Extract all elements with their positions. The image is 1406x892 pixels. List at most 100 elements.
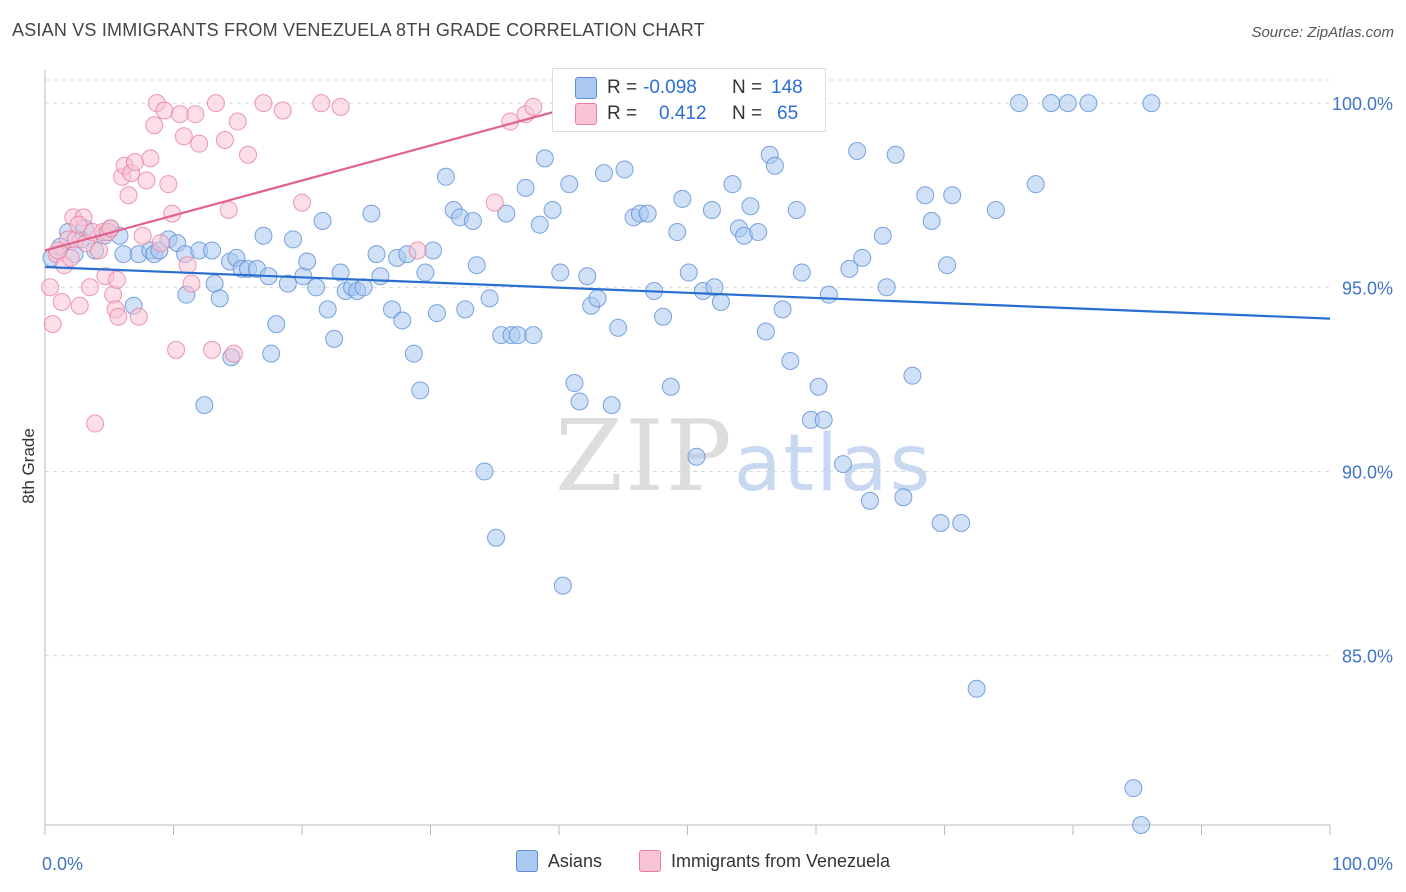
asians-point <box>367 245 386 264</box>
asians-point <box>833 455 852 474</box>
asians-point <box>860 491 879 510</box>
asians-point <box>749 223 768 242</box>
asians-point <box>516 178 535 197</box>
asians-point <box>702 200 721 219</box>
n-value: 148 <box>771 77 803 98</box>
asians-point <box>497 204 516 223</box>
venezuela-point <box>43 315 62 334</box>
asians-point <box>114 245 133 264</box>
asians-point <box>463 212 482 230</box>
venezuela-point <box>167 340 186 359</box>
venezuela-point <box>228 112 247 131</box>
asians-trend-line <box>44 265 1331 320</box>
series-venezuela <box>41 94 543 433</box>
x-tick-label: 100.0% <box>1332 854 1393 874</box>
source-credit: Source: ZipAtlas.com <box>1251 24 1394 41</box>
asians-point <box>1026 175 1045 194</box>
r-label: R = <box>607 103 638 124</box>
asians-point <box>371 267 390 286</box>
venezuela-point <box>524 97 543 116</box>
y-tick-label: 85.0% <box>1342 647 1393 667</box>
venezuela-point <box>215 130 234 149</box>
venezuela-point <box>312 94 331 113</box>
venezuela-point <box>203 340 222 359</box>
asians-point <box>1132 816 1151 834</box>
asians-point <box>530 215 549 234</box>
asians-point <box>922 212 941 230</box>
asians-point <box>318 300 337 319</box>
asians-point <box>792 263 811 282</box>
asians-point <box>195 396 214 415</box>
axes <box>44 70 1331 835</box>
asians-point <box>565 374 584 393</box>
asians-point <box>819 285 838 304</box>
legend-label-venezuela: Immigrants from Venezuela <box>670 850 891 871</box>
asians-point <box>424 241 443 260</box>
asians-point <box>325 329 344 348</box>
venezuela-point <box>125 153 144 172</box>
venezuela-point <box>104 285 123 304</box>
asians-point <box>543 200 562 219</box>
asians-point <box>848 142 867 161</box>
legend-item-venezuela[interactable]: Immigrants from Venezuela <box>638 850 891 872</box>
y-tick-label: 90.0% <box>1342 462 1393 482</box>
watermark: ZIPatlas <box>555 400 932 514</box>
venezuela-point <box>133 226 152 245</box>
asians-point <box>668 223 687 242</box>
venezuela-point <box>219 200 238 219</box>
venezuela-swatch <box>575 103 597 125</box>
y-tick-label: 95.0% <box>1342 278 1393 298</box>
asians-point <box>1042 94 1061 113</box>
venezuela-trend-line <box>44 109 560 252</box>
asians-point <box>456 300 475 319</box>
asians-swatch <box>575 77 597 99</box>
venezuela-point <box>170 105 189 124</box>
asians-point <box>560 175 579 194</box>
asians-point <box>1142 94 1161 113</box>
asians-point <box>262 344 281 363</box>
asians-point <box>203 241 222 260</box>
asians-point <box>967 679 986 698</box>
legend-item-asians[interactable]: Asians <box>515 850 602 872</box>
asians-point <box>508 326 527 345</box>
venezuela-point <box>89 241 108 260</box>
venezuela-point <box>293 193 311 212</box>
venezuela-point <box>178 256 197 275</box>
asians-point <box>661 377 680 396</box>
asians-point <box>931 514 950 532</box>
y-axis-label: 8th Grade <box>19 428 38 504</box>
asians-point <box>551 263 570 282</box>
asians-swatch <box>515 850 538 872</box>
asians-point <box>382 300 401 319</box>
asians-point <box>298 252 317 271</box>
asians-point <box>952 514 971 532</box>
asians-point <box>687 447 706 466</box>
asians-point <box>787 200 806 219</box>
venezuela-point <box>408 241 427 260</box>
asians-point <box>840 259 859 278</box>
venezuela-point <box>239 145 258 164</box>
venezuela-point <box>69 215 88 234</box>
asians-point <box>894 488 913 507</box>
venezuela-point <box>224 344 243 363</box>
asians-point <box>765 156 784 175</box>
asians-point <box>331 263 350 282</box>
venezuela-point <box>129 307 148 326</box>
venezuela-point <box>141 149 160 168</box>
asians-point <box>673 189 692 208</box>
venezuela-point <box>70 296 89 315</box>
legend: Asians Immigrants from Venezuela <box>0 850 1406 877</box>
venezuela-point <box>273 101 292 120</box>
asians-point <box>609 318 628 337</box>
asians-point <box>307 278 326 297</box>
asians-point <box>487 528 506 547</box>
asians-point <box>1124 779 1143 798</box>
asians-point <box>467 256 486 275</box>
asians-point <box>602 396 621 415</box>
asians-point <box>756 322 775 341</box>
venezuela-point <box>41 278 60 297</box>
asians-point <box>267 315 286 334</box>
asians-point <box>284 230 303 249</box>
asians-point <box>938 256 957 275</box>
asians-point <box>1010 94 1029 113</box>
